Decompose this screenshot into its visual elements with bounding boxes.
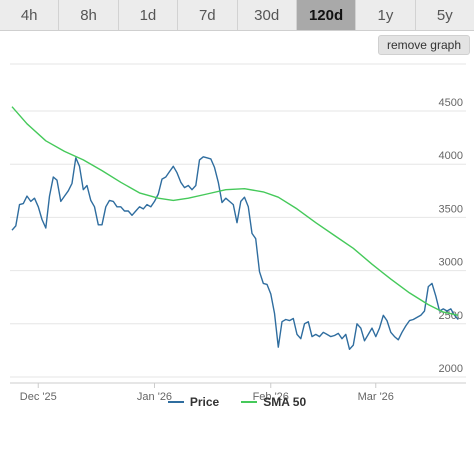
legend-label-sma: SMA 50: [263, 395, 307, 409]
legend: Price SMA 50: [0, 392, 474, 412]
x-tick-label: Jan '26: [137, 391, 172, 403]
legend-item-sma[interactable]: SMA 50: [241, 395, 306, 409]
sma-legend-swatch: [241, 401, 258, 403]
range-tab-8h[interactable]: 8h: [59, 0, 119, 30]
legend-label-price: Price: [189, 395, 220, 409]
legend-item-price[interactable]: Price: [167, 395, 220, 409]
range-tab-1y[interactable]: 1y: [356, 0, 416, 30]
remove-graph-button[interactable]: remove graph: [377, 35, 470, 55]
y-tick-label: 2000: [439, 363, 463, 375]
range-tab-5y[interactable]: 5y: [415, 0, 474, 30]
price-line: [11, 156, 459, 350]
sma-50-line: [11, 106, 459, 316]
x-tick-label: Mar '26: [358, 391, 394, 403]
range-tab-1d[interactable]: 1d: [118, 0, 179, 30]
price-legend-swatch: [167, 401, 184, 403]
x-tick-label: Dec '25: [20, 391, 57, 403]
x-tick-label: Feb '26: [253, 391, 289, 403]
y-tick-label: 3000: [439, 257, 463, 269]
range-tab-120d[interactable]: 120d: [296, 0, 357, 30]
range-selector: 4h 8h 1d 7d 30d 120d 1y 5y: [0, 0, 474, 31]
range-tab-4h[interactable]: 4h: [0, 0, 60, 30]
y-tick-label: 4000: [439, 150, 463, 162]
range-tab-7d[interactable]: 7d: [178, 0, 238, 30]
y-tick-label: 4500: [439, 97, 463, 109]
y-tick-label: 3500: [439, 203, 463, 215]
range-tab-30d[interactable]: 30d: [237, 0, 297, 30]
